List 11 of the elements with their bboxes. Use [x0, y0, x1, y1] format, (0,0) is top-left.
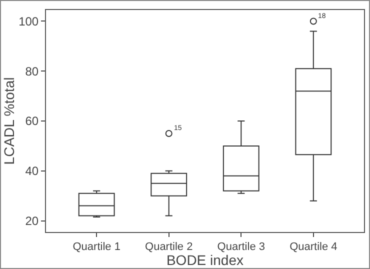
- x-tick-label: Quartile 3: [217, 241, 265, 254]
- y-tick-label: 40: [25, 164, 39, 178]
- y-tick-label: 80: [25, 64, 39, 78]
- x-axis-title: BODE index: [166, 252, 244, 268]
- x-tick-label: Quartile 2: [145, 241, 193, 254]
- y-tick-label: 100: [18, 14, 39, 28]
- y-tick-label: 60: [25, 114, 39, 128]
- y-axis-title: LCADL %total: [1, 77, 17, 165]
- y-tick-label: 20: [25, 214, 39, 228]
- x-tick-label: Quartile 4: [290, 241, 338, 254]
- x-tick-label: Quartile 1: [72, 241, 120, 254]
